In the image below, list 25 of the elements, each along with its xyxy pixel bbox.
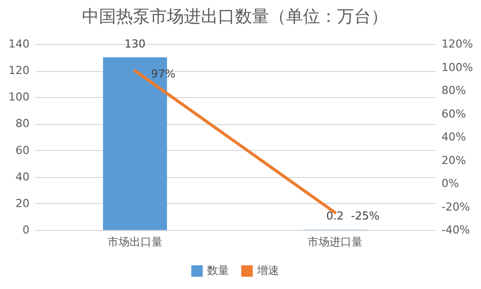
y2-tick-label: 60%: [442, 107, 466, 120]
y-tick-label: 120: [8, 64, 30, 78]
y-tick-label: 40: [16, 170, 30, 184]
y2-tick-label: -40%: [442, 224, 470, 236]
data-label: 0.2: [326, 210, 344, 223]
y2-tick-label: 120%: [442, 38, 473, 50]
y-tick-label: 100: [8, 90, 30, 104]
y-tick-label: 0: [22, 224, 30, 236]
y-tick-label: 20: [16, 196, 30, 210]
data-label: 130: [124, 37, 146, 50]
x-tick-label: 市场进口量: [308, 236, 362, 248]
chart-title: 中国热泵市场进出口数量（单位：万台）: [82, 7, 388, 27]
x-tick-label: 市场出口量: [108, 236, 162, 248]
y2-tick-label: -20%: [442, 200, 470, 214]
y2-tick-label: 0%: [442, 177, 459, 190]
legend-label: 增速: [256, 264, 279, 277]
y-tick-label: 140: [8, 38, 30, 50]
legend-label: 数量: [207, 264, 229, 277]
y2-tick-label: 80%: [442, 84, 466, 97]
data-label: -25%: [351, 210, 380, 223]
y-tick-label: 60: [16, 144, 30, 157]
y2-tick-label: 40%: [442, 130, 466, 144]
y-tick-label: 80: [16, 117, 30, 130]
y2-tick-label: 20%: [442, 154, 466, 167]
y2-tick-label: 100%: [442, 60, 473, 74]
